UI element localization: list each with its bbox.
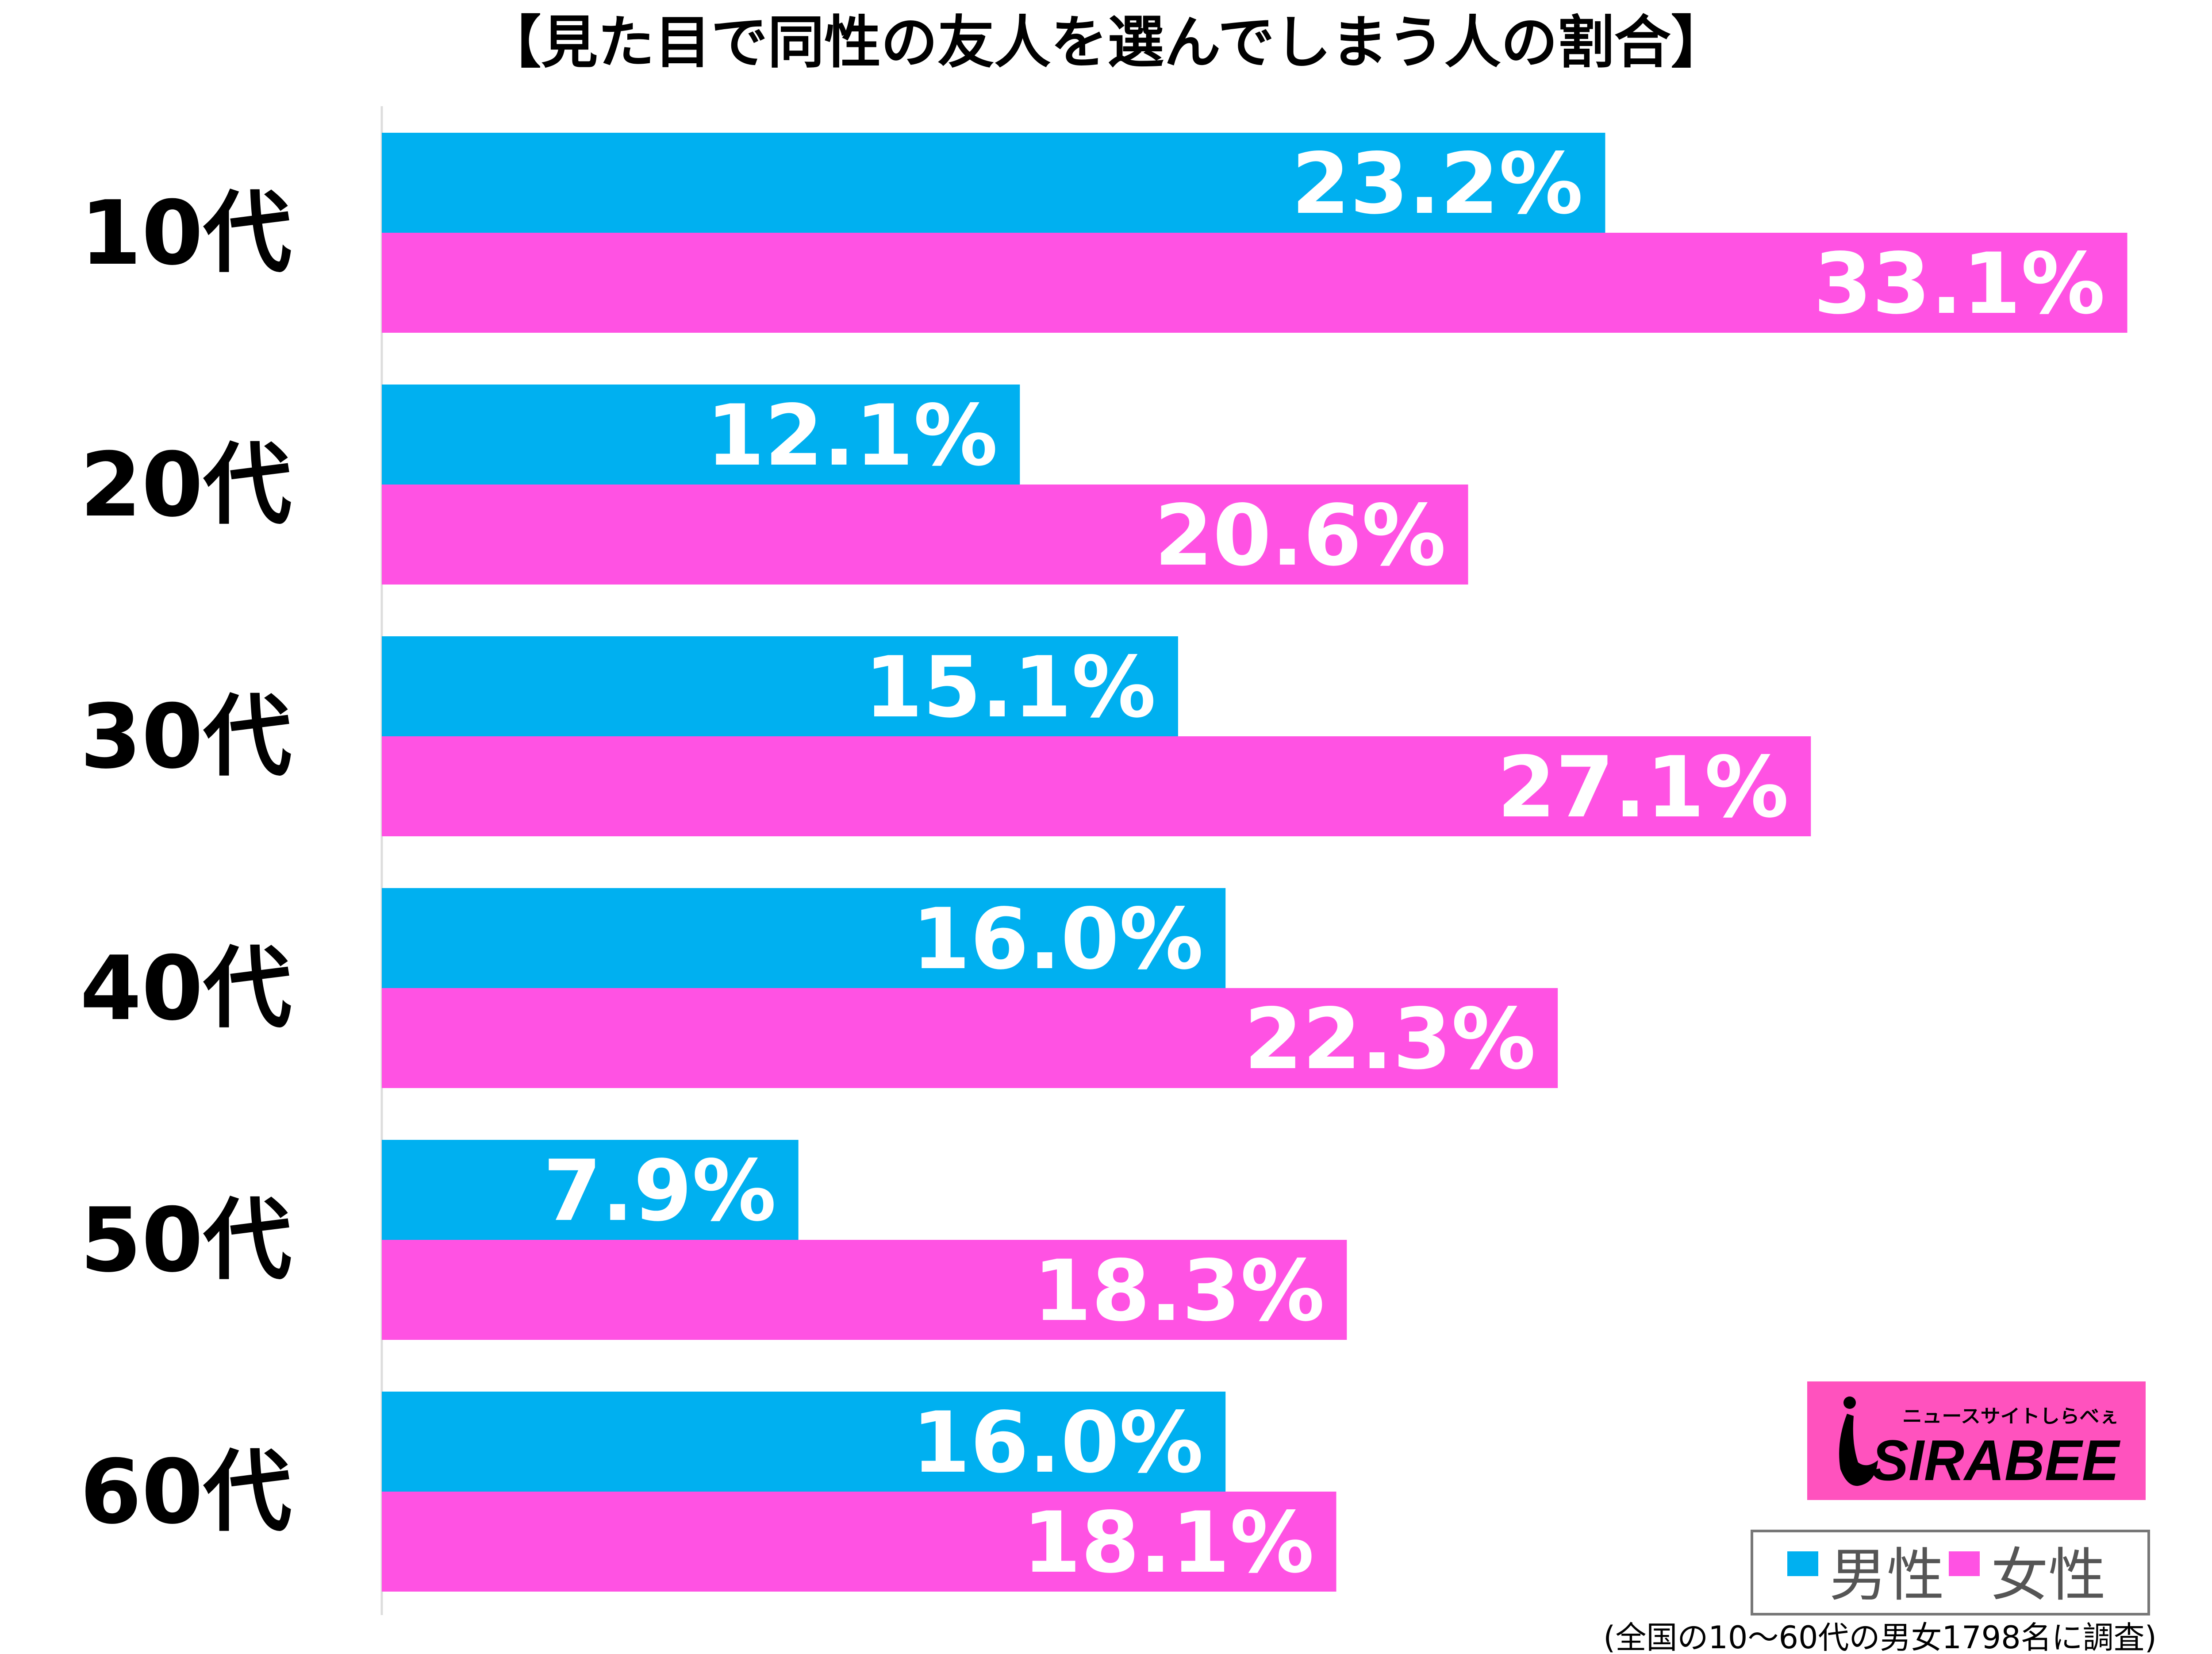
data-label: 22.3% (1244, 990, 1536, 1088)
bar-male (382, 1392, 1226, 1492)
sirabee-logo: SIRABEE ニュースサイトしらべぇ (1807, 1381, 2146, 1500)
legend: 男性 女性 (1751, 1530, 2150, 1616)
legend-swatch-male (1787, 1551, 1818, 1576)
footnote: (全国の10〜60代の男女1798名に調査) (1603, 1619, 2157, 1654)
category-label: 10代 (80, 182, 292, 285)
category-label: 60代 (80, 1441, 292, 1544)
data-label: 16.0% (912, 1394, 1203, 1492)
bar-male (382, 636, 1178, 736)
data-label: 27.1% (1497, 739, 1789, 836)
bar-female (382, 736, 1811, 836)
bar-female (382, 1492, 1336, 1592)
category-label: 50代 (80, 1189, 292, 1292)
chart-title: 【見た目で同性の友人を選んでしまう人の割合】 (484, 10, 1728, 76)
svg-text:ニュースサイトしらべぇ: ニュースサイトしらべぇ (1902, 1405, 2119, 1427)
data-label: 33.1% (1813, 235, 2105, 333)
data-label: 18.3% (1033, 1242, 1325, 1340)
bar-female (382, 988, 1558, 1088)
data-label: 7.9% (543, 1142, 776, 1240)
bar-male (382, 133, 1605, 233)
bar-male (382, 1140, 799, 1240)
bar-male (382, 888, 1226, 988)
data-label: 20.6% (1154, 487, 1446, 585)
data-label: 18.1% (1022, 1494, 1314, 1592)
bar-male (382, 385, 1020, 485)
bar-female (382, 1240, 1347, 1340)
bar-female (382, 233, 2128, 333)
data-label: 15.1% (864, 639, 1156, 736)
category-label: 20代 (80, 434, 292, 537)
legend-swatch-female (1949, 1551, 1980, 1576)
data-label: 12.1% (706, 387, 998, 485)
category-label: 40代 (80, 937, 292, 1040)
data-label: 16.0% (912, 890, 1203, 988)
legend-label-female: 女性 (1991, 1542, 2106, 1609)
bar-female (382, 485, 1468, 585)
category-label: 30代 (80, 685, 292, 789)
data-label: 23.2% (1291, 135, 1583, 233)
svg-text:SIRABEE: SIRABEE (1871, 1428, 2120, 1492)
legend-label-male: 男性 (1829, 1542, 1944, 1609)
